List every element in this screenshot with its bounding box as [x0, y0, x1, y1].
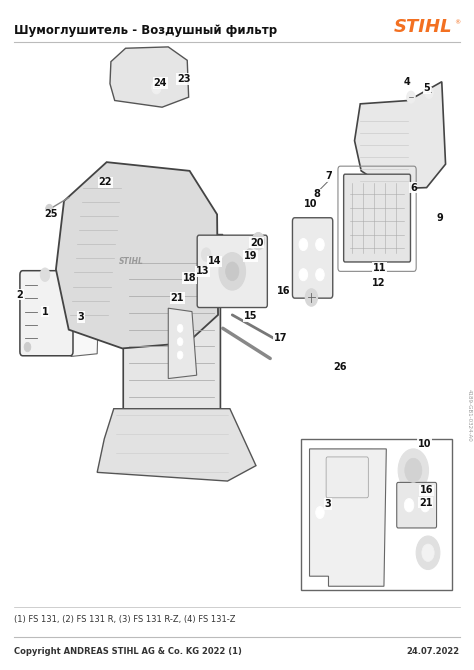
Text: Copyright ANDREAS STIHL AG & Co. KG 2022 (1): Copyright ANDREAS STIHL AG & Co. KG 2022… [14, 647, 242, 656]
Text: 23: 23 [177, 74, 191, 84]
Circle shape [246, 249, 254, 259]
Text: 24: 24 [154, 78, 167, 88]
Text: 17: 17 [274, 334, 287, 343]
FancyBboxPatch shape [301, 439, 452, 590]
Text: 19: 19 [244, 251, 257, 261]
Text: 13: 13 [196, 267, 210, 276]
FancyBboxPatch shape [197, 235, 267, 308]
Circle shape [420, 498, 430, 512]
Circle shape [152, 80, 161, 94]
Circle shape [177, 351, 183, 359]
Polygon shape [56, 162, 218, 348]
Text: 26: 26 [334, 362, 347, 372]
Circle shape [40, 268, 50, 281]
Circle shape [219, 253, 246, 290]
Text: 24.07.2022: 24.07.2022 [407, 647, 460, 656]
Circle shape [177, 324, 183, 332]
Polygon shape [355, 82, 446, 189]
Text: (1) FS 131, (2) FS 131 R, (3) FS 131 R-Z, (4) FS 131-Z: (1) FS 131, (2) FS 131 R, (3) FS 131 R-Z… [14, 615, 236, 624]
Text: 5: 5 [423, 84, 430, 93]
Text: Шумоглушитель - Воздушный фильтр: Шумоглушитель - Воздушный фильтр [14, 23, 277, 37]
FancyBboxPatch shape [123, 251, 220, 412]
FancyBboxPatch shape [344, 174, 410, 262]
Polygon shape [121, 234, 223, 255]
Text: 22: 22 [99, 178, 112, 187]
Text: 14: 14 [208, 257, 221, 266]
Text: 25: 25 [45, 210, 58, 219]
Polygon shape [71, 265, 100, 356]
Circle shape [299, 239, 308, 251]
Circle shape [404, 498, 414, 512]
FancyBboxPatch shape [397, 482, 437, 528]
Text: 8: 8 [313, 190, 320, 199]
Text: 1: 1 [42, 307, 48, 316]
Text: 4: 4 [403, 77, 410, 86]
Circle shape [316, 269, 324, 281]
Text: 4189-GB1-0324-A0: 4189-GB1-0324-A0 [467, 389, 472, 442]
FancyBboxPatch shape [292, 218, 333, 298]
Circle shape [226, 262, 239, 281]
Text: 21: 21 [171, 293, 184, 303]
Text: STIHL: STIHL [394, 18, 453, 36]
Polygon shape [310, 449, 386, 586]
Text: 20: 20 [250, 238, 264, 247]
Text: STIHL: STIHL [119, 257, 144, 266]
Circle shape [305, 289, 318, 306]
Circle shape [398, 449, 428, 492]
Circle shape [422, 544, 434, 561]
Circle shape [255, 237, 261, 245]
Text: 21: 21 [419, 498, 432, 507]
FancyBboxPatch shape [20, 271, 73, 356]
FancyBboxPatch shape [320, 450, 374, 505]
Circle shape [316, 507, 324, 519]
Polygon shape [110, 47, 189, 107]
Text: 12: 12 [372, 278, 385, 287]
Circle shape [46, 204, 53, 215]
Text: 11: 11 [373, 263, 386, 273]
FancyBboxPatch shape [9, 47, 465, 603]
Circle shape [74, 322, 82, 334]
Text: 6: 6 [410, 183, 417, 192]
Circle shape [24, 342, 31, 352]
Polygon shape [168, 308, 197, 379]
Text: 18: 18 [183, 273, 196, 283]
Text: 2: 2 [17, 290, 23, 299]
Text: 16: 16 [420, 486, 433, 495]
Text: ®: ® [454, 20, 460, 25]
Circle shape [177, 338, 183, 346]
Text: 15: 15 [244, 312, 257, 321]
Circle shape [316, 239, 324, 251]
Circle shape [405, 458, 422, 482]
Circle shape [425, 86, 433, 98]
Circle shape [299, 269, 308, 281]
Text: 9: 9 [437, 213, 443, 222]
Circle shape [407, 91, 415, 103]
Text: 7: 7 [325, 172, 332, 181]
Circle shape [201, 248, 211, 261]
Circle shape [416, 536, 440, 570]
Circle shape [252, 232, 264, 250]
Text: 10: 10 [304, 200, 318, 209]
FancyBboxPatch shape [326, 457, 368, 498]
Text: 10: 10 [418, 439, 431, 448]
Text: 3: 3 [325, 499, 331, 509]
Text: 3: 3 [77, 312, 84, 322]
Text: 16: 16 [277, 287, 290, 296]
Polygon shape [97, 409, 256, 481]
Circle shape [82, 292, 87, 300]
